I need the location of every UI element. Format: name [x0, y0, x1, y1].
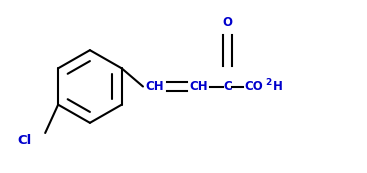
Text: CO: CO: [244, 80, 263, 93]
Text: O: O: [222, 16, 232, 29]
Text: CH: CH: [145, 80, 164, 93]
Text: C: C: [224, 80, 233, 93]
Text: 2: 2: [265, 78, 271, 87]
Text: Cl: Cl: [17, 134, 31, 148]
Text: CH: CH: [189, 80, 208, 93]
Text: H: H: [273, 80, 283, 93]
